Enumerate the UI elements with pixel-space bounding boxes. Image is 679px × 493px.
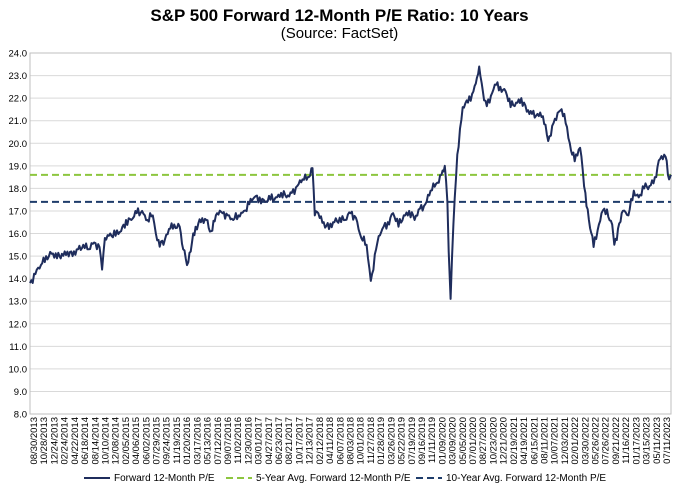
x-tick-label: 06/02/2015: [141, 417, 152, 465]
x-tick-label: 11/27/2018: [366, 417, 377, 464]
y-tick-label: 23.0: [9, 71, 28, 82]
x-tick-label: 12/08/2014: [111, 417, 122, 465]
x-tick-label: 05/11/2023: [652, 417, 663, 464]
y-tick-label: 14.0: [9, 274, 28, 285]
x-tick-label: 06/23/2017: [274, 417, 285, 465]
x-tick-label: 07/26/2022: [601, 417, 612, 465]
x-tick-label: 04/22/2014: [70, 417, 81, 465]
x-tick-label: 07/19/2019: [407, 417, 418, 465]
x-tick-label: 05/13/2016: [203, 417, 214, 465]
y-tick-label: 9.0: [14, 387, 27, 398]
x-tick-label: 01/20/2016: [182, 417, 193, 465]
x-tick-label: 10/10/2014: [100, 417, 111, 465]
x-tick-label: 06/07/2018: [335, 417, 346, 465]
x-tick-label: 11/11/2019: [427, 417, 438, 463]
x-tick-label: 11/02/2016: [233, 417, 244, 464]
x-tick-label: 05/22/2019: [397, 417, 408, 465]
y-tick-label: 24.0: [9, 49, 28, 60]
x-tick-label: 08/11/2021: [539, 417, 550, 464]
x-tick-label: 03/09/2020: [448, 417, 459, 465]
x-tick-label: 03/15/2023: [642, 417, 653, 465]
x-tick-label: 10/07/2021: [550, 417, 561, 465]
x-tick-label: 06/18/2014: [80, 417, 91, 465]
x-tick-label: 12/21/2020: [499, 417, 510, 465]
x-tick-label: 10/01/2018: [356, 417, 367, 465]
x-tick-label: 02/19/2021: [509, 417, 520, 465]
x-tick-label: 11/19/2015: [172, 417, 183, 464]
x-tick-label: 04/11/2018: [325, 417, 336, 464]
x-tick-label: 04/27/2017: [264, 417, 275, 465]
chart-subtitle: (Source: FactSet): [280, 25, 399, 42]
x-tick-label: 01/09/2020: [437, 417, 448, 465]
y-tick-label: 20.0: [9, 139, 28, 150]
legend-five-year-average-label: 5-Year Avg. Forward 12-Month P/E: [256, 473, 411, 484]
y-tick-label: 17.0: [9, 206, 28, 217]
x-tick-label: 02/12/2018: [315, 417, 326, 465]
x-tick-label: 09/21/2022: [611, 417, 622, 465]
x-tick-label: 02/05/2015: [121, 417, 132, 465]
x-tick-label: 12/30/2016: [243, 417, 254, 465]
x-tick-label: 04/06/2015: [131, 417, 142, 465]
y-tick-label: 18.0: [9, 184, 28, 195]
y-tick-label: 21.0: [9, 116, 28, 127]
x-tick-label: 10/17/2017: [294, 417, 305, 465]
legend-ten-year-average-label: 10-Year Avg. Forward 12-Month P/E: [446, 473, 606, 484]
x-tick-label: 07/11/2023: [662, 417, 673, 464]
x-tick-label: 02/01/2022: [570, 417, 581, 465]
x-tick-label: 09/16/2019: [417, 417, 428, 465]
x-tick-label: 02/24/2014: [60, 417, 71, 465]
y-tick-label: 10.0: [9, 364, 28, 375]
x-tick-label: 04/19/2021: [519, 417, 530, 465]
y-tick-label: 8.0: [14, 410, 27, 421]
y-tick-label: 16.0: [9, 229, 28, 240]
x-tick-label: 01/28/2019: [376, 417, 387, 465]
x-tick-label: 08/30/2013: [29, 417, 40, 465]
x-tick-label: 08/27/2020: [478, 417, 489, 465]
x-tick-label: 12/03/2021: [560, 417, 571, 465]
pe-ratio-line: [29, 65, 672, 300]
x-tick-label: 11/16/2022: [621, 417, 632, 464]
legend-forward-pe-label: Forward 12-Month P/E: [114, 473, 215, 484]
y-tick-label: 15.0: [9, 252, 28, 263]
x-tick-label: 05/05/2020: [458, 417, 469, 465]
x-tick-label: 08/03/2018: [346, 417, 357, 465]
x-tick-label: 03/17/2016: [192, 417, 203, 465]
x-tick-label: 01/17/2023: [631, 417, 642, 465]
y-tick-label: 13.0: [9, 297, 28, 308]
x-tick-label: 06/15/2021: [529, 417, 540, 465]
x-tick-label: 09/24/2015: [162, 417, 173, 465]
y-tick-label: 11.0: [9, 342, 27, 353]
x-tick-label: 07/29/2015: [152, 417, 163, 465]
x-tick-label: 09/07/2016: [223, 417, 234, 465]
x-tick-label: 05/26/2022: [591, 417, 602, 465]
x-tick-label: 10/23/2020: [488, 417, 499, 465]
x-tick-label: 07/12/2016: [213, 417, 224, 465]
plot-area: [29, 52, 672, 415]
chart-title: S&P 500 Forward 12-Month P/E Ratio: 10 Y…: [150, 6, 529, 25]
x-tick-label: 03/01/2017: [254, 417, 265, 465]
x-tick-label: 10/28/2013: [39, 417, 50, 465]
y-tick-label: 22.0: [9, 94, 28, 105]
x-tick-label: 12/24/2013: [49, 417, 60, 465]
y-tick-label: 19.0: [9, 161, 28, 172]
x-tick-label: 08/14/2014: [90, 417, 101, 465]
y-tick-label: 12.0: [9, 319, 28, 330]
x-tick-label: 03/30/2022: [580, 417, 591, 465]
x-tick-label: 08/21/2017: [284, 417, 295, 465]
x-tick-label: 07/01/2020: [468, 417, 479, 465]
x-tick-label: 03/26/2019: [386, 417, 397, 465]
x-tick-label: 12/13/2017: [305, 417, 316, 465]
